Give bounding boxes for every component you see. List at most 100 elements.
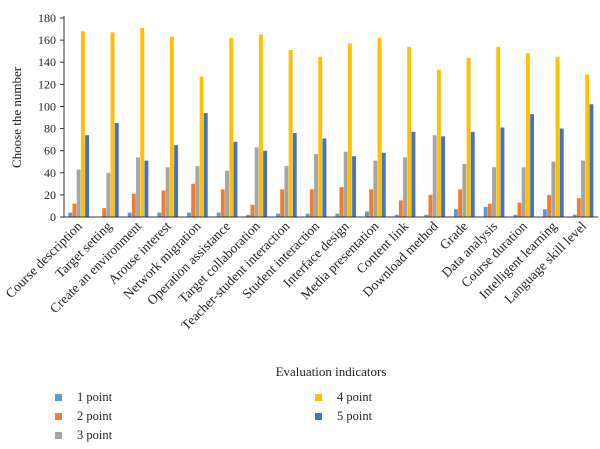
bar-3-point-3 [165, 167, 170, 217]
bar-5-point-1 [114, 123, 119, 217]
bar-5-point-9 [352, 156, 357, 217]
bar-4-point-10 [377, 37, 382, 218]
bar-3-point-11 [403, 157, 407, 217]
bar-3-point-5 [225, 170, 229, 217]
bar-4-point-15 [525, 53, 530, 217]
bar-1-point-10 [365, 211, 369, 217]
bar-3-point-1 [106, 172, 111, 217]
bar-5-point-7 [292, 132, 297, 217]
bar-5-point-2 [144, 160, 149, 217]
x-axis-title: Evaluation indicators [276, 364, 387, 379]
y-ticks-group: 0 20 40 60 80 100 120 140 160 180 [38, 11, 64, 224]
bar-2-point-7 [280, 189, 285, 217]
y-tick-label: 180 [38, 11, 56, 25]
axes-group [63, 16, 598, 218]
bar-4-point-11 [407, 46, 412, 217]
bar-3-point-15 [521, 167, 526, 217]
legend-swatch [315, 413, 322, 420]
bar-5-point-0 [85, 135, 90, 217]
bar-1-point-11 [394, 214, 399, 217]
bar-4-point-17 [585, 74, 590, 217]
bar-3-point-10 [373, 160, 378, 217]
y-tick-label: 140 [38, 55, 56, 69]
bar-2-point-16 [547, 194, 552, 217]
y-tick-label: 160 [38, 33, 56, 47]
bar-4-point-2 [140, 27, 145, 218]
bar-5-point-15 [530, 114, 535, 217]
bar-1-point-15 [513, 214, 518, 217]
bar-2-point-2 [131, 193, 136, 217]
bar-3-point-0 [76, 169, 81, 217]
bar-1-point-6 [246, 214, 251, 217]
bar-2-point-10 [369, 189, 374, 217]
bar-2-point-15 [517, 202, 522, 217]
bar-2-point-13 [458, 189, 463, 217]
bar-2-point-12 [428, 194, 433, 217]
bar-3-point-2 [136, 157, 140, 217]
bar-3-point-17 [581, 160, 585, 217]
bar-1-point-5 [216, 212, 221, 217]
bar-5-point-6 [263, 150, 268, 217]
y-axis-title: Choose the number [9, 66, 24, 168]
bar-3-point-14 [492, 167, 496, 217]
bar-1-point-17 [572, 214, 577, 217]
y-tick-label: 40 [44, 166, 56, 180]
bar-5-point-16 [559, 128, 564, 217]
bar-5-point-11 [411, 131, 416, 217]
bar-4-point-16 [555, 56, 560, 217]
bar-1-point-9 [335, 213, 340, 217]
bar-2-point-17 [576, 198, 581, 217]
bar-3-point-16 [551, 161, 556, 217]
bar-5-point-10 [381, 152, 386, 217]
bar-5-point-4 [203, 113, 208, 217]
bar-4-point-13 [466, 57, 471, 217]
bar-5-point-13 [470, 131, 475, 217]
legend-swatch [55, 413, 62, 420]
bar-2-point-3 [161, 190, 166, 217]
bar-2-point-4 [191, 183, 196, 217]
bar-4-point-7 [288, 50, 293, 218]
legend-label: 3 point [77, 428, 113, 442]
bar-4-point-8 [318, 56, 323, 217]
bar-2-point-0 [72, 203, 77, 217]
legend-label: 2 point [77, 409, 113, 423]
bar-3-point-8 [314, 153, 318, 217]
bar-1-point-14 [483, 207, 488, 217]
legend: 1 point 2 point 3 point 4 point 5 point [55, 390, 373, 442]
bar-4-point-3 [169, 36, 174, 217]
bar-2-point-14 [487, 203, 492, 217]
bar-3-point-4 [195, 166, 200, 217]
bar-3-point-7 [284, 166, 289, 217]
bar-2-point-1 [102, 208, 107, 217]
bar-3-point-12 [432, 135, 437, 217]
bar-4-point-12 [436, 69, 441, 218]
bar-3-point-6 [254, 147, 259, 217]
bar-1-point-8 [305, 213, 310, 217]
bar-2-point-6 [250, 204, 255, 217]
bar-4-point-4 [199, 76, 204, 217]
bar-4-point-9 [347, 43, 352, 218]
legend-swatch [55, 432, 62, 439]
bar-1-point-4 [187, 212, 191, 217]
bar-5-point-8 [322, 138, 327, 217]
y-tick-label: 120 [38, 77, 56, 91]
bar-1-point-2 [127, 212, 132, 217]
bar-1-point-13 [454, 209, 458, 217]
y-tick-label: 60 [44, 144, 56, 158]
bar-5-point-12 [441, 136, 446, 217]
bar-3-point-9 [343, 151, 348, 217]
bar-3-point-13 [462, 163, 467, 217]
bar-5-point-14 [500, 127, 505, 217]
legend-swatch [55, 394, 62, 401]
bar-2-point-5 [220, 189, 225, 217]
legend-label: 5 point [337, 409, 373, 423]
bar-2-point-8 [309, 189, 314, 217]
bar-5-point-5 [233, 141, 238, 217]
y-tick-label: 100 [38, 99, 56, 113]
bar-5-point-3 [174, 145, 179, 217]
bar-2-point-11 [398, 200, 403, 217]
legend-label: 1 point [77, 390, 113, 404]
legend-swatch [315, 394, 322, 401]
